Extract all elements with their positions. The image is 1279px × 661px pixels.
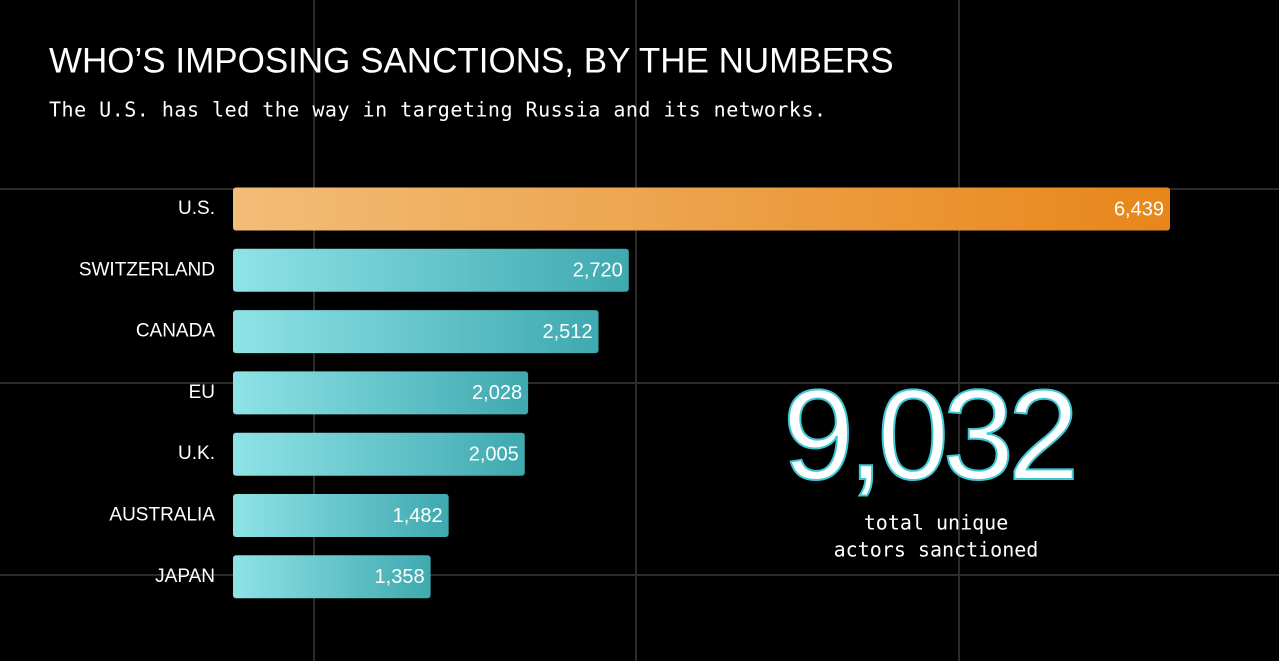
value-label: 2,028 — [472, 382, 522, 404]
total-number: 9,032 — [783, 364, 1073, 507]
category-label: SWITZERLAND — [79, 259, 215, 280]
value-label: 1,358 — [375, 566, 425, 588]
category-label: EU — [189, 382, 215, 403]
total-caption: actors sanctioned — [834, 538, 1039, 562]
bar — [233, 371, 529, 415]
value-label: 2,005 — [469, 443, 519, 465]
chart-title: WHO’S IMPOSING SANCTIONS, BY THE NUMBERS — [49, 41, 894, 80]
total-caption: total unique — [864, 511, 1009, 535]
category-label: U.S. — [178, 198, 215, 219]
bar — [233, 248, 629, 292]
value-label: 6,439 — [1114, 198, 1164, 220]
bar — [233, 187, 1170, 231]
category-label: AUSTRALIA — [109, 505, 215, 526]
category-label: JAPAN — [155, 566, 215, 587]
chart-subtitle: The U.S. has led the way in targeting Ru… — [49, 98, 827, 122]
bar — [233, 432, 525, 476]
category-label: CANADA — [136, 321, 216, 342]
category-label: U.K. — [178, 443, 215, 464]
bar — [233, 310, 599, 354]
bar — [233, 494, 449, 537]
bar — [233, 555, 431, 599]
value-label: 2,512 — [542, 321, 592, 343]
value-label: 2,720 — [573, 260, 623, 282]
value-label: 1,482 — [393, 505, 443, 527]
